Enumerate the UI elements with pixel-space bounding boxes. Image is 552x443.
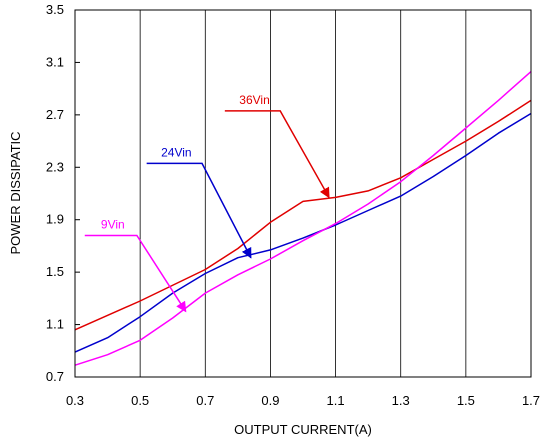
x-tick-label: 1.5: [457, 393, 475, 408]
plot-frame: [74, 9, 532, 378]
annotation-arrow-24vin: [146, 162, 252, 259]
x-tick-label: 0.9: [261, 393, 279, 408]
annotation-arrow-36vin: [224, 110, 330, 199]
annotation-arrow-9vin: [84, 234, 187, 313]
x-tick-label: 0.5: [131, 393, 149, 408]
y-tick-label: 1.9: [46, 212, 64, 227]
series-line-24vin: [74, 112, 532, 353]
grid-lines: [139, 10, 467, 377]
y-tick-label: 2.3: [46, 159, 64, 174]
x-tick-label: 0.3: [66, 393, 84, 408]
series-lines: [74, 71, 532, 366]
series-line-9vin: [74, 71, 532, 366]
annotation-label-9vin: 9Vin: [101, 217, 125, 231]
x-tick-labels: 0.3 0.5 0.7 0.9 1.1 1.3 1.5 1.7: [66, 393, 540, 408]
x-tick-label: 1.7: [522, 393, 540, 408]
y-tick-label: 2.7: [46, 107, 64, 122]
y-tick-label: 1.5: [46, 264, 64, 279]
series-line-36vin: [74, 99, 532, 331]
annotation-label-36vin: 36Vin: [239, 93, 269, 107]
x-tick-label: 1.1: [327, 393, 345, 408]
x-axis-label: OUTPUT CURRENT(A): [234, 422, 372, 437]
y-tick-label: 0.7: [46, 369, 64, 384]
x-tick-label: 1.3: [392, 393, 410, 408]
annotation-label-24vin: 24Vin: [161, 145, 191, 159]
annotations: 36Vin 24Vin 9Vin: [84, 93, 330, 313]
y-tick-labels: 0.7 1.1 1.5 1.9 2.3 2.7 3.1 3.5: [46, 2, 80, 384]
y-axis-label: POWER DISSIPATIC: [8, 131, 23, 254]
y-tick-label: 1.1: [46, 317, 64, 332]
x-tick-label: 0.7: [196, 393, 214, 408]
y-tick-label: 3.1: [46, 54, 64, 69]
y-tick-label: 3.5: [46, 2, 64, 17]
